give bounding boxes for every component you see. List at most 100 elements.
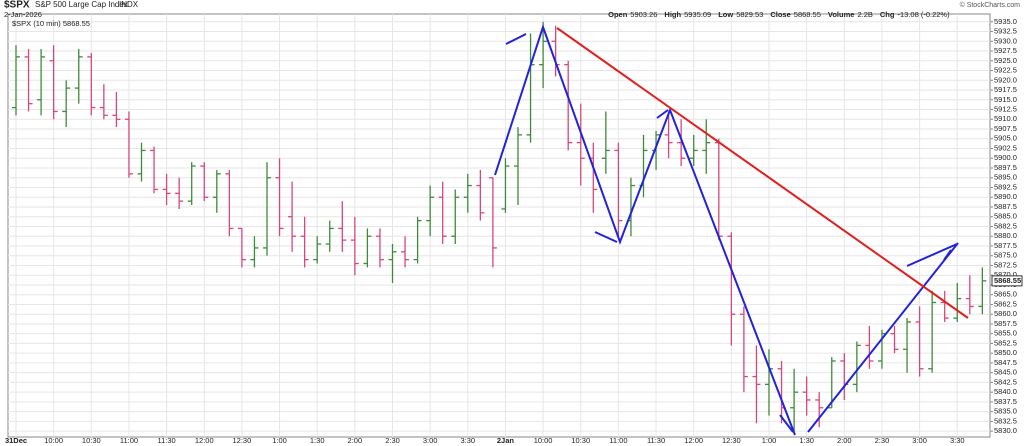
- y-tick-label: 5837.5: [994, 397, 1017, 406]
- y-tick-label: 5917.5: [994, 85, 1017, 94]
- y-tick-label: 5895.0: [994, 173, 1017, 182]
- x-tick-label: 11:00: [609, 436, 627, 445]
- stat-label: Chg: [880, 10, 895, 19]
- x-tick-label: 3:00: [912, 436, 927, 445]
- stat-value: 5935.09: [684, 10, 711, 19]
- stat-label: High: [664, 10, 681, 19]
- y-tick-label: 5850.0: [994, 348, 1017, 357]
- x-tick-label: 3:30: [950, 436, 965, 445]
- copyright: © StockCharts.com: [960, 1, 1021, 9]
- x-tick-label: 1:30: [799, 436, 814, 445]
- x-tick-label: 12:00: [195, 436, 214, 445]
- y-tick-label: 5920.0: [994, 75, 1017, 84]
- y-tick-label: 5852.5: [994, 338, 1017, 347]
- x-tick-label: 12:00: [684, 436, 703, 445]
- y-tick-label: 5865.0: [994, 290, 1017, 299]
- y-tick-label: 5872.5: [994, 260, 1017, 269]
- y-tick-label: 5835.0: [994, 407, 1017, 416]
- y-tick-label: 5890.0: [994, 192, 1017, 201]
- y-tick-label: 5885.0: [994, 212, 1017, 221]
- x-tick-label: 11:00: [120, 436, 138, 445]
- x-tick-label: 11:30: [157, 436, 175, 445]
- last-price-label: 5868.55: [994, 276, 1021, 285]
- x-tick-label: 1:00: [272, 436, 287, 445]
- arrow-stroke: [779, 414, 794, 433]
- y-tick-label: 5840.0: [994, 387, 1017, 396]
- y-tick-label: 5880.0: [994, 231, 1017, 240]
- stat-label: Low: [718, 10, 733, 19]
- y-tick-label: 5830.0: [994, 426, 1017, 435]
- y-tick-label: 5847.5: [994, 358, 1017, 367]
- y-tick-label: 5922.5: [994, 66, 1017, 75]
- grid: [8, 14, 990, 437]
- y-tick-label: 5912.5: [994, 105, 1017, 114]
- y-tick-label: 5892.5: [994, 182, 1017, 191]
- x-tick-label: 10:00: [534, 436, 553, 445]
- stat-value: 5829.53: [736, 10, 763, 19]
- arrow-stroke: [505, 33, 527, 45]
- stat-label: Close: [770, 10, 790, 19]
- y-tick-label: 5907.5: [994, 124, 1017, 133]
- x-tick-label: 1:30: [310, 436, 325, 445]
- x-tick-label: 2:30: [875, 436, 890, 445]
- y-tick-label: 5877.5: [994, 241, 1017, 250]
- y-tick-label: 5905.0: [994, 134, 1017, 143]
- y-tick-label: 5910.0: [994, 114, 1017, 123]
- arrow-stroke: [906, 243, 958, 267]
- zigzag-line: [494, 23, 796, 436]
- y-tick-label: 5932.5: [994, 27, 1017, 36]
- y-tick-label: 5887.5: [994, 202, 1017, 211]
- plot-frame: [7, 13, 991, 438]
- x-tick-label: 2:30: [385, 436, 400, 445]
- x-tick-label: 2Jan: [497, 436, 515, 445]
- annotations: [494, 23, 969, 436]
- y-tick-label: 5902.5: [994, 143, 1017, 152]
- y-tick-label: 5857.5: [994, 319, 1017, 328]
- x-tick-label: 2:00: [837, 436, 852, 445]
- stat-label: Volume: [828, 10, 855, 19]
- arrow-stroke: [943, 249, 952, 261]
- y-tick-label: 5860.0: [994, 309, 1017, 318]
- symbol: $SPX: [4, 0, 30, 11]
- date: 2-Jan-2026: [4, 10, 42, 19]
- price-bars: [12, 21, 987, 432]
- x-tick-label: 10:30: [82, 436, 101, 445]
- stat-value: -13.08 (-0.22%): [897, 10, 950, 19]
- legend: $SPX (10 min) 5868.55: [12, 19, 90, 28]
- stat-label: Open: [608, 10, 628, 19]
- arrow-stroke: [594, 231, 618, 243]
- y-tick-label: 5897.5: [994, 163, 1017, 172]
- x-tick-label: 10:30: [571, 436, 590, 445]
- x-tick-label: 2:00: [348, 436, 363, 445]
- y-tick-label: 5842.5: [994, 377, 1017, 386]
- last-price-box: [991, 275, 1023, 287]
- x-tick-label: 31Dec: [5, 436, 27, 445]
- x-tick-label: 12:30: [722, 436, 741, 445]
- y-tick-label: 5925.0: [994, 56, 1017, 65]
- y-tick-label: 5935.0: [994, 17, 1017, 26]
- trend-up-line: [807, 242, 959, 433]
- y-tick-label: 5915.0: [994, 95, 1017, 104]
- y-tick-label: 5870.0: [994, 270, 1017, 279]
- x-tick-label: 1:00: [762, 436, 777, 445]
- y-tick-label: 5845.0: [994, 368, 1017, 377]
- x-tick-label: 3:30: [460, 436, 475, 445]
- y-tick-label: 5930.0: [994, 36, 1017, 45]
- y-tick-label: 5862.5: [994, 299, 1017, 308]
- x-tick-label: 3:00: [423, 436, 438, 445]
- stat-value: 2.2B: [857, 10, 872, 19]
- y-tick-label: 5875.0: [994, 251, 1017, 260]
- resistance-line: [556, 27, 969, 319]
- y-tick-label: 5855.0: [994, 329, 1017, 338]
- index-name: S&P 500 Large Cap Index: [35, 0, 128, 9]
- y-tick-label: 5832.5: [994, 416, 1017, 425]
- exchange: INDX: [119, 0, 139, 9]
- y-tick-label: 5927.5: [994, 46, 1017, 55]
- x-tick-label: 10:00: [44, 436, 63, 445]
- arrow-stroke: [656, 109, 669, 119]
- x-tick-label: 11:30: [647, 436, 665, 445]
- stat-value: 5903.26: [630, 10, 657, 19]
- stat-value: 5868.55: [794, 10, 821, 19]
